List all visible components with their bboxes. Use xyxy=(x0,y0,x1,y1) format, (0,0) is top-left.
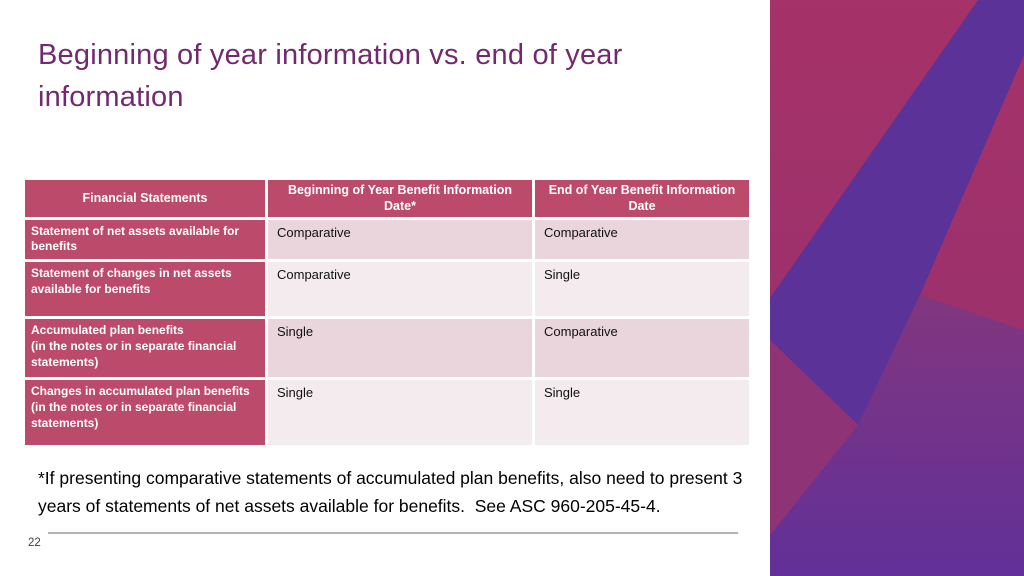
beginning-of-year-value: Comparative xyxy=(265,216,535,263)
sidebar-light-wedge xyxy=(770,340,858,535)
footnote-text: *If presenting comparative statements of… xyxy=(38,468,743,516)
table-body: Statement of net assets available for be… xyxy=(22,216,752,449)
decorative-sidebar xyxy=(770,0,1024,576)
beginning-of-year-value: Single xyxy=(265,377,535,449)
table-row: Accumulated plan benefits (in the notes … xyxy=(22,316,752,381)
table-row: Changes in accumulated plan benefits (in… xyxy=(22,377,752,449)
sidebar-mauve-region xyxy=(770,295,1024,576)
column-header-financial-statements: Financial Statements xyxy=(22,177,268,220)
column-header-beginning-of-year: Beginning of Year Benefit Information Da… xyxy=(265,177,535,220)
beginning-of-year-value: Comparative xyxy=(265,259,535,320)
slide-title: Beginning of year information vs. end of… xyxy=(38,39,623,114)
sidebar-graphic xyxy=(770,0,1024,576)
table-row: Statement of changes in net assets avail… xyxy=(22,259,752,320)
row-label: Statement of changes in net assets avail… xyxy=(22,259,268,320)
end-of-year-value: Comparative xyxy=(532,216,752,263)
table-header-row: Financial Statements Beginning of Year B… xyxy=(22,177,752,220)
end-of-year-value: Single xyxy=(532,377,752,449)
row-label: Statement of net assets available for be… xyxy=(22,216,268,263)
table-row: Statement of net assets available for be… xyxy=(22,216,752,263)
footer-divider xyxy=(48,532,738,534)
sidebar-purple-band xyxy=(770,0,1024,425)
column-header-end-of-year: End of Year Benefit Information Date xyxy=(532,177,752,220)
beginning-of-year-value: Single xyxy=(265,316,535,381)
row-label: Changes in accumulated plan benefits (in… xyxy=(22,377,268,449)
page-number: 22 xyxy=(28,537,41,549)
end-of-year-value: Single xyxy=(532,259,752,320)
row-label: Accumulated plan benefits (in the notes … xyxy=(22,316,268,381)
benefit-information-table: Financial Statements Beginning of Year B… xyxy=(22,177,752,449)
end-of-year-value: Comparative xyxy=(532,316,752,381)
